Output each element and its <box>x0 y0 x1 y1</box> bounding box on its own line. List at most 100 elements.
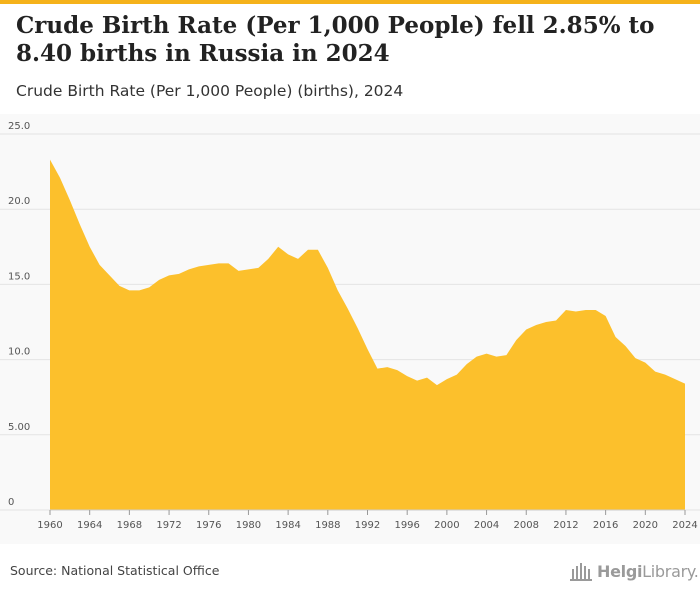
data-point <box>494 355 498 359</box>
data-point <box>415 379 419 383</box>
data-point <box>266 257 270 261</box>
data-point <box>276 245 280 249</box>
data-point <box>296 257 300 261</box>
data-point <box>256 266 260 270</box>
x-tick-label: 1964 <box>77 520 102 531</box>
data-point <box>227 261 231 265</box>
data-point <box>405 374 409 378</box>
data-point <box>187 267 191 271</box>
data-point <box>594 308 598 312</box>
data-point <box>127 288 131 292</box>
x-tick-label: 2024 <box>672 520 697 531</box>
data-point <box>157 278 161 282</box>
y-tick-label: 0 <box>8 497 14 508</box>
x-tick-label: 1980 <box>236 520 261 531</box>
data-point <box>504 353 508 357</box>
data-point <box>614 335 618 339</box>
x-tick-label: 1976 <box>196 520 221 531</box>
data-point <box>445 377 449 381</box>
y-tick-label: 10.0 <box>8 347 30 358</box>
data-point <box>623 344 627 348</box>
page-title: Crude Birth Rate (Per 1,000 People) fell… <box>16 12 655 67</box>
accent-bar <box>0 0 700 4</box>
data-point <box>246 267 250 271</box>
library-building-icon <box>570 563 592 581</box>
data-point <box>514 338 518 342</box>
data-point <box>564 308 568 312</box>
x-tick-label: 1992 <box>355 520 380 531</box>
data-point <box>455 373 459 377</box>
data-point <box>604 314 608 318</box>
x-tick-label: 1996 <box>394 520 419 531</box>
data-point <box>117 284 121 288</box>
x-tick-label: 2000 <box>434 520 459 531</box>
data-point <box>326 266 330 270</box>
x-tick-label: 1968 <box>117 520 142 531</box>
data-point <box>524 328 528 332</box>
data-point <box>375 367 379 371</box>
data-point <box>395 368 399 372</box>
x-tick-label: 1960 <box>37 520 62 531</box>
x-tick-label: 1984 <box>275 520 300 531</box>
data-point <box>88 245 92 249</box>
y-tick-label: 5.00 <box>8 422 30 433</box>
data-point <box>356 326 360 330</box>
data-point <box>534 323 538 327</box>
data-point <box>78 222 82 226</box>
y-axis-ticks: 0 5.00 10.0 15.0 20.0 25.0 <box>8 121 30 508</box>
data-point <box>554 319 558 323</box>
data-point <box>306 248 310 252</box>
data-point <box>544 320 548 324</box>
y-tick-label: 20.0 <box>8 196 30 207</box>
data-point <box>673 377 677 381</box>
chart-area: 0 5.00 10.0 15.0 20.0 25.0 1960 1964 1968 1972 19… <box>0 114 700 544</box>
data-point <box>286 252 290 256</box>
data-point <box>643 361 647 365</box>
y-tick-label: 15.0 <box>8 271 30 282</box>
logo-prefix: Helgi <box>597 561 643 581</box>
x-tick-label: 2004 <box>474 520 499 531</box>
x-tick-label: 2012 <box>553 520 578 531</box>
source-note: Source: National Statistical Office <box>10 563 220 578</box>
data-point <box>385 365 389 369</box>
data-point <box>574 309 578 313</box>
x-tick-label: 2008 <box>514 520 539 531</box>
data-point <box>68 198 72 202</box>
data-point <box>98 263 102 267</box>
data-point <box>237 269 241 273</box>
data-point <box>147 285 151 289</box>
x-tick-label: 1988 <box>315 520 340 531</box>
data-point <box>58 176 62 180</box>
data-point <box>217 261 221 265</box>
data-point <box>167 273 171 277</box>
data-point <box>485 352 489 356</box>
data-point <box>663 373 667 377</box>
helgi-library-logo[interactable]: HelgiLibrary. <box>568 559 699 583</box>
data-point <box>177 272 181 276</box>
x-tick-label: 2020 <box>633 520 658 531</box>
data-point <box>366 347 370 351</box>
chart-subtitle: Crude Birth Rate (Per 1,000 People) (bir… <box>16 82 404 100</box>
data-point <box>683 382 687 386</box>
data-point <box>653 370 657 374</box>
data-point <box>336 288 340 292</box>
data-point <box>137 288 141 292</box>
series-layer <box>48 158 687 510</box>
data-point <box>633 356 637 360</box>
data-point <box>207 263 211 267</box>
x-tick-label: 1972 <box>156 520 181 531</box>
data-point <box>197 264 201 268</box>
series-area <box>50 159 685 510</box>
x-axis-ticks: 1960 1964 1968 1972 1976 1980 1984 1988 1992 1996… <box>37 509 698 531</box>
data-point <box>108 273 112 277</box>
x-tick-label: 2016 <box>593 520 618 531</box>
data-point <box>475 355 479 359</box>
logo-suffix: Library. <box>642 561 699 581</box>
data-point <box>435 383 439 387</box>
y-tick-label: 25.0 <box>8 121 30 132</box>
data-point <box>48 158 52 162</box>
data-point <box>465 362 469 366</box>
data-point <box>316 248 320 252</box>
data-point <box>584 308 588 312</box>
